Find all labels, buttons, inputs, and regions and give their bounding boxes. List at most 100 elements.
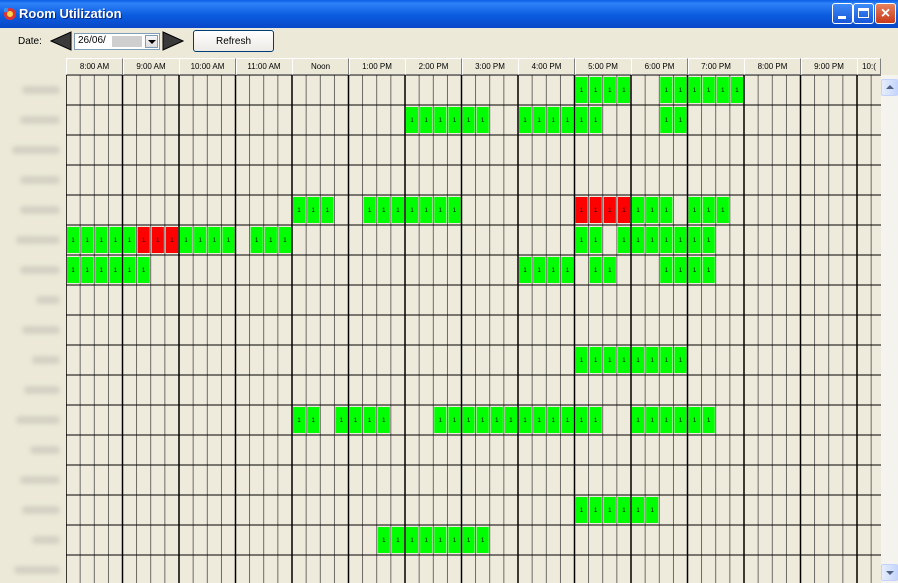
booked-slot <box>547 407 560 433</box>
slot-marker: 1 <box>580 118 584 124</box>
slot-marker: 1 <box>707 268 711 274</box>
slot-marker: 1 <box>622 88 626 94</box>
prev-day-button[interactable] <box>50 31 72 51</box>
utilization-grid[interactable]: 1 1 1 1 1 1 1 1 1 1 1 1 1 1 1 1 1 1 1 1 1 1 1 1 1 1 1 1 1 1 1 1 1 1 1 1 1 1 1 1… <box>66 75 881 583</box>
booked-slot <box>674 407 687 433</box>
slot-marker: 1 <box>227 238 231 244</box>
booked-slot <box>519 257 532 283</box>
slot-marker: 1 <box>425 208 429 214</box>
slot-marker: 1 <box>467 538 471 544</box>
room-label <box>32 536 60 544</box>
booked-slot <box>533 107 546 133</box>
room-label <box>20 266 60 274</box>
room-label <box>36 296 60 304</box>
booked-slot <box>632 197 645 223</box>
booked-slot <box>617 77 630 103</box>
booked-slot <box>448 197 461 223</box>
slot-marker: 1 <box>453 418 457 424</box>
date-picker[interactable]: 26/06/ <box>74 33 160 50</box>
refresh-button[interactable]: Refresh <box>193 30 274 52</box>
slot-marker: 1 <box>679 358 683 364</box>
slot-marker: 1 <box>368 418 372 424</box>
booked-slot <box>589 107 602 133</box>
booked-slot <box>561 107 574 133</box>
booked-slot <box>519 407 532 433</box>
booked-slot <box>95 257 108 283</box>
time-header: Noon <box>292 58 349 75</box>
window-title: Room Utilization <box>19 6 122 21</box>
next-day-button[interactable] <box>162 31 184 51</box>
booked-slot <box>448 407 461 433</box>
slot-marker: 1 <box>453 538 457 544</box>
slot-marker: 1 <box>651 508 655 514</box>
booked-slot <box>109 257 122 283</box>
vertical-scrollbar[interactable] <box>881 75 898 583</box>
booked-slot <box>462 407 475 433</box>
conflict-slot <box>165 227 178 253</box>
booked-slot <box>95 227 108 253</box>
slot-marker: 1 <box>636 508 640 514</box>
booked-slot <box>688 407 701 433</box>
room-label <box>32 356 60 364</box>
slot-marker: 1 <box>199 238 203 244</box>
booked-slot <box>391 527 404 553</box>
booked-slot <box>688 227 701 253</box>
booked-slot <box>603 347 616 373</box>
booked-slot <box>81 227 94 253</box>
booked-slot <box>674 107 687 133</box>
slot-marker: 1 <box>184 238 188 244</box>
date-dropdown-button[interactable] <box>145 35 158 48</box>
slot-marker: 1 <box>354 418 358 424</box>
scroll-up-button[interactable] <box>881 79 898 96</box>
slot-marker: 1 <box>707 208 711 214</box>
booked-slot <box>420 527 433 553</box>
slot-marker: 1 <box>425 538 429 544</box>
slot-marker: 1 <box>255 238 259 244</box>
booked-slot <box>589 347 602 373</box>
slot-marker: 1 <box>594 508 598 514</box>
booked-slot <box>462 107 475 133</box>
booked-slot <box>632 497 645 523</box>
booked-slot <box>617 347 630 373</box>
booked-slot <box>123 257 136 283</box>
scroll-down-button[interactable] <box>881 564 898 581</box>
booked-slot <box>67 227 80 253</box>
slot-marker: 1 <box>283 238 287 244</box>
slot-marker: 1 <box>679 268 683 274</box>
booked-slot <box>81 257 94 283</box>
booked-slot <box>674 257 687 283</box>
booked-slot <box>448 107 461 133</box>
booked-slot <box>589 497 602 523</box>
booked-slot <box>476 107 489 133</box>
conflict-slot <box>137 227 150 253</box>
slot-marker: 1 <box>100 238 104 244</box>
booked-slot <box>391 197 404 223</box>
slot-marker: 1 <box>622 358 626 364</box>
booked-slot <box>123 227 136 253</box>
booked-slot <box>377 527 390 553</box>
booked-slot <box>420 197 433 223</box>
slot-marker: 1 <box>297 208 301 214</box>
booked-slot <box>406 107 419 133</box>
booked-slot <box>688 77 701 103</box>
booked-slot <box>688 257 701 283</box>
slot-marker: 1 <box>142 238 146 244</box>
time-header: 8:00 AM <box>66 58 123 75</box>
conflict-slot <box>575 197 588 223</box>
left-arrow-icon <box>50 31 72 51</box>
booked-slot <box>674 227 687 253</box>
booked-slot <box>363 197 376 223</box>
slot-marker: 1 <box>552 268 556 274</box>
slot-marker: 1 <box>439 538 443 544</box>
minimize-button[interactable] <box>832 3 853 24</box>
slot-marker: 1 <box>636 208 640 214</box>
minimize-icon <box>838 16 846 19</box>
booked-slot <box>575 407 588 433</box>
booked-slot <box>476 527 489 553</box>
maximize-icon <box>858 8 869 18</box>
maximize-button[interactable] <box>853 3 874 24</box>
booked-slot <box>250 227 263 253</box>
booked-slot <box>603 77 616 103</box>
booked-slot <box>702 77 715 103</box>
close-button[interactable]: × <box>875 3 896 24</box>
